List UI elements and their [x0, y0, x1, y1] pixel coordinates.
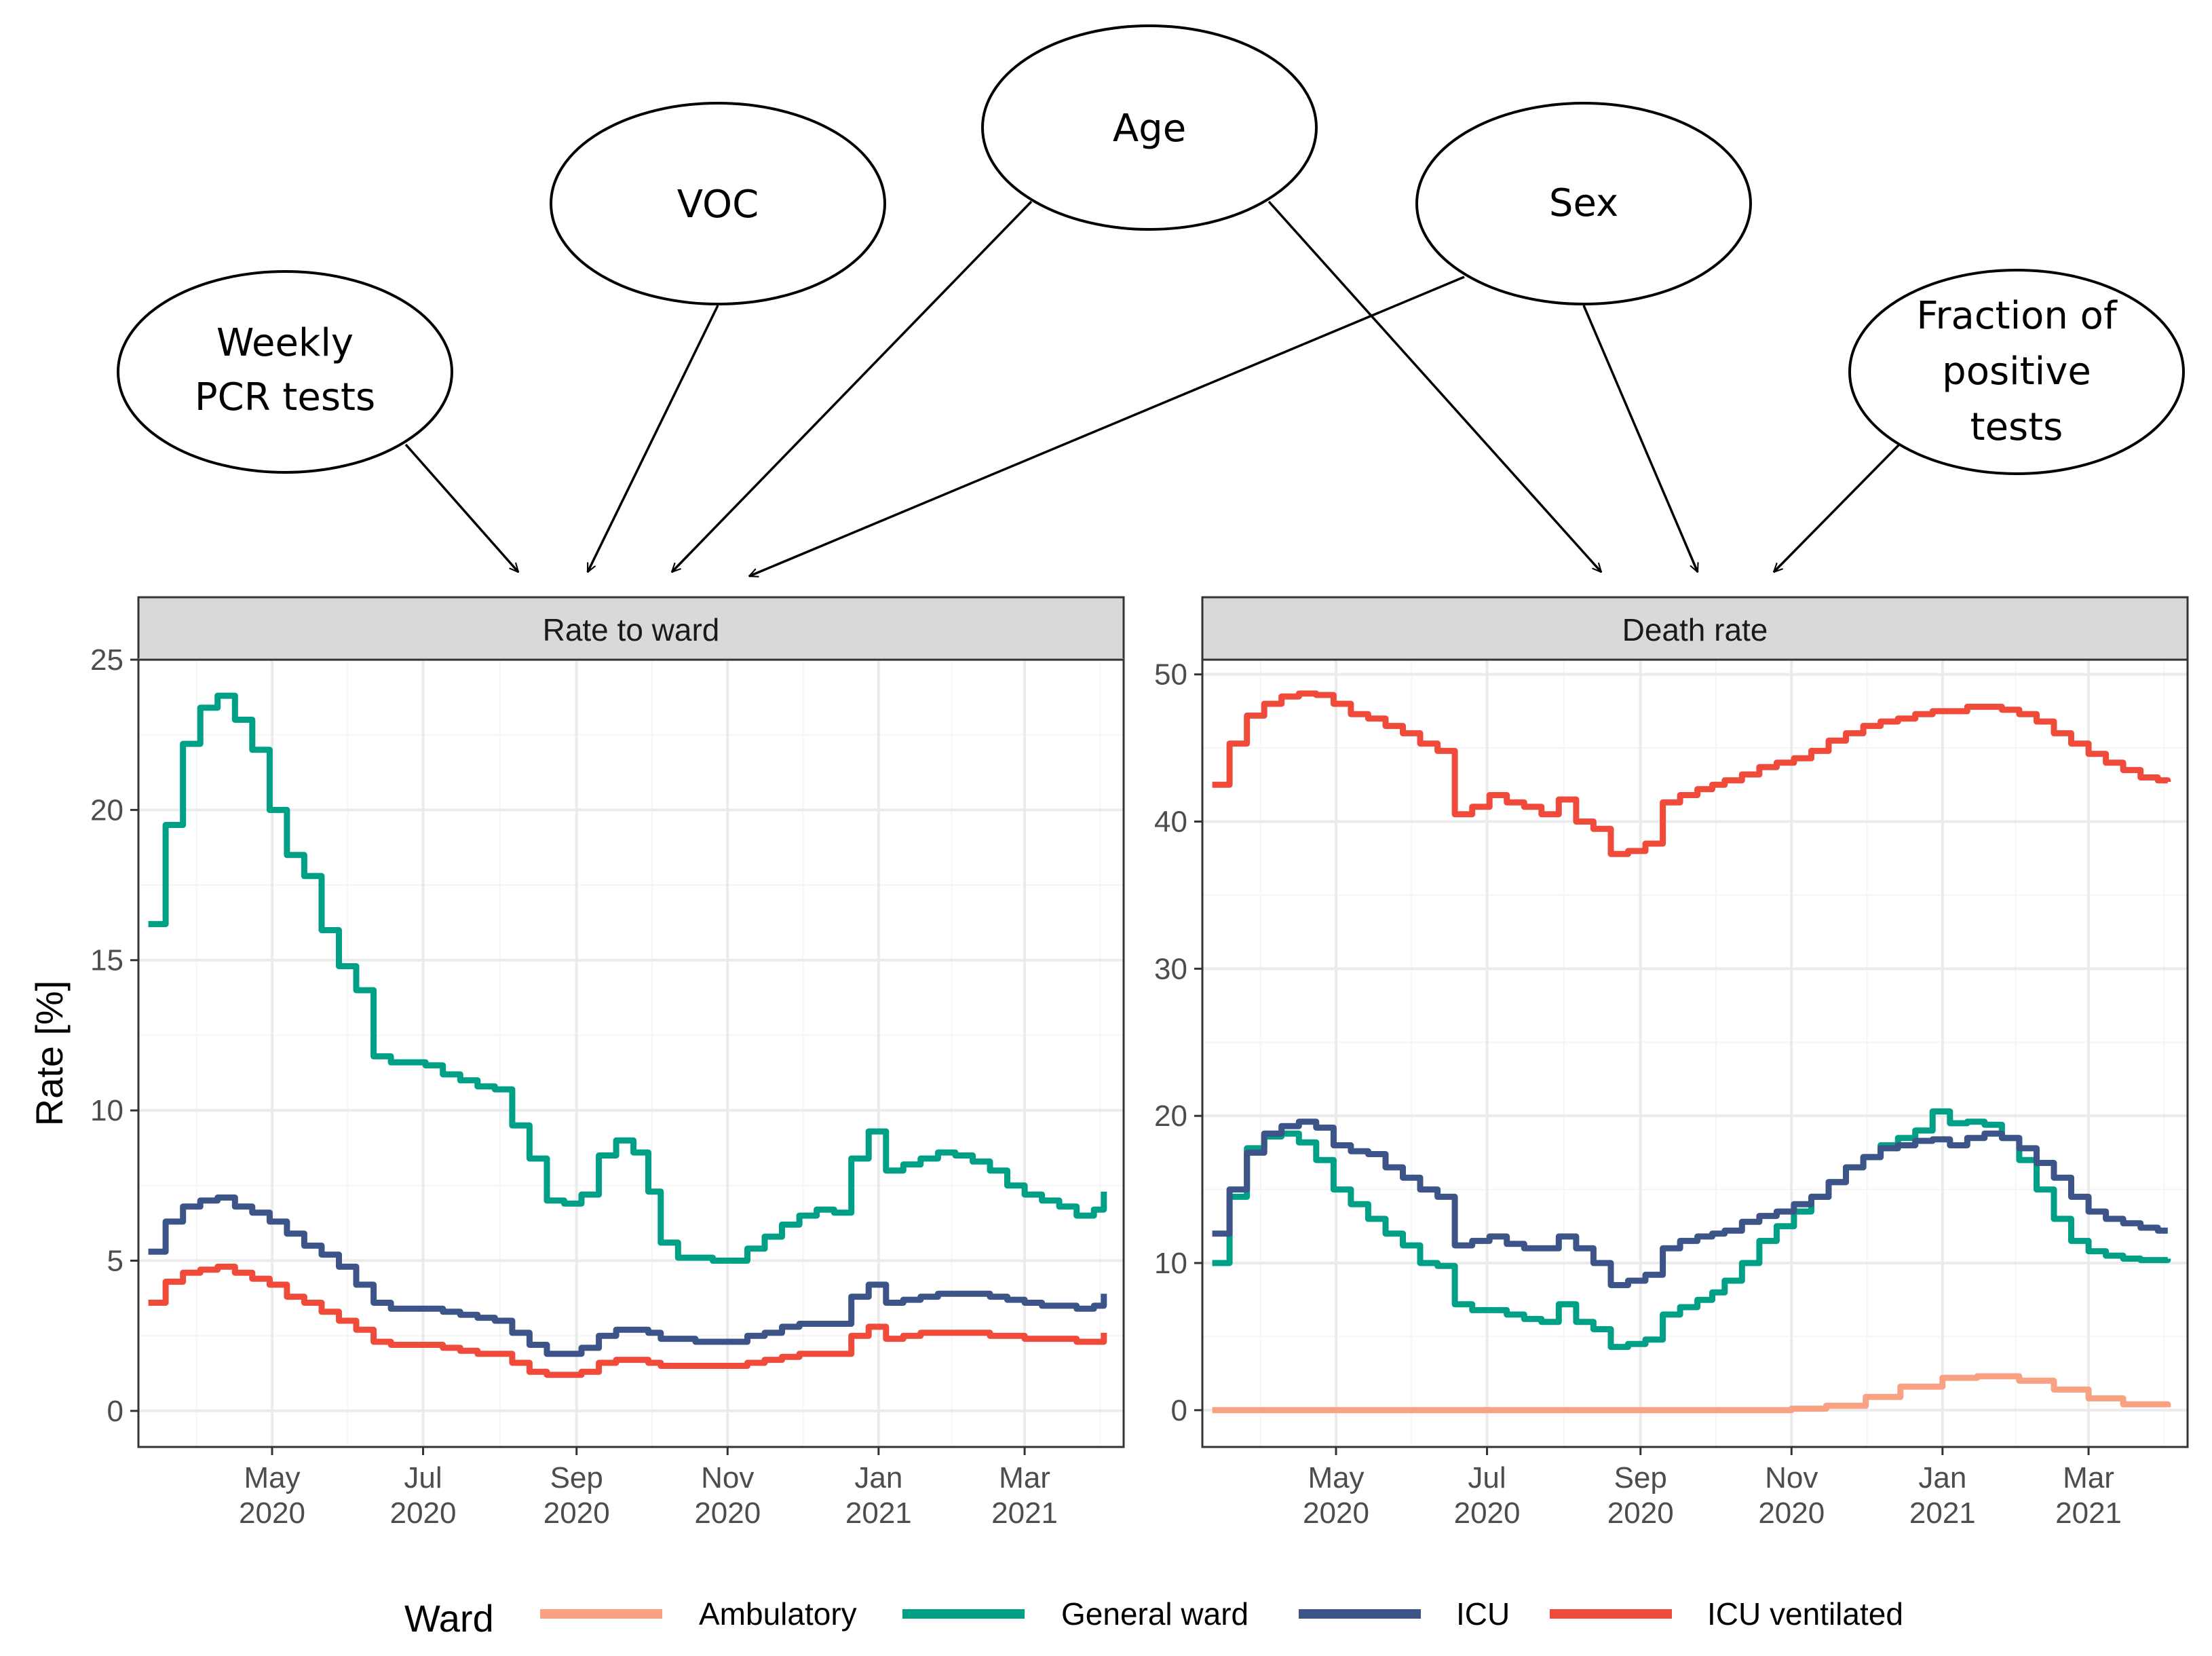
- legend-title: Ward: [404, 1597, 494, 1640]
- x-tick-label-year: 2020: [390, 1497, 457, 1530]
- bubble-voc-label: VOC: [677, 183, 759, 227]
- arrow-sex-to-rate-to-ward: [749, 276, 1465, 576]
- legend-item-ambulatory: Ambulatory: [540, 1596, 857, 1632]
- strip-rate-to-ward: [137, 596, 1125, 661]
- legend-item-icu: ICU: [1299, 1596, 1510, 1632]
- x-tick-label-month: Sep: [1614, 1461, 1667, 1494]
- bubble-voc: VOC: [550, 102, 886, 305]
- arrow-voc-to-rate-to-ward: [586, 305, 719, 572]
- arrow-age-to-death-rate: [1267, 200, 1601, 572]
- y-tick-label: 40: [1154, 806, 1187, 839]
- series-line-rate-to-ward-icu: [148, 1194, 1107, 1357]
- y-axis-rate-to-ward: 0 5 10 15 20 25: [90, 643, 138, 1428]
- x-tick-label-year: 2020: [1454, 1497, 1521, 1530]
- x-tick-label-year: 2020: [1607, 1497, 1674, 1530]
- x-tick-label-month: Sep: [550, 1461, 603, 1494]
- panel-title-rate-to-ward: Rate to ward: [543, 612, 720, 647]
- y-axis-title: Rate [%]: [28, 981, 71, 1127]
- legend-label-icu: ICU: [1456, 1596, 1510, 1632]
- series-death-rate: [1212, 690, 2171, 1414]
- plot-area-death-rate: [1201, 658, 2189, 1448]
- series-line-death-rate-icu: [1212, 1118, 2168, 1288]
- x-tick-label-month: Jan: [1918, 1461, 1966, 1494]
- bubble-fraction-line-1: Fraction of: [1916, 294, 2118, 338]
- x-tick-label-month: Mar: [999, 1461, 1050, 1494]
- y-tick-label: 30: [1154, 952, 1187, 985]
- bubble-sex-label: Sex: [1549, 181, 1618, 225]
- series-line-death-rate-ambulatory: [1212, 1373, 2171, 1414]
- bubble-fraction-line-2: positive: [1942, 350, 2091, 394]
- x-tick-label-month: Jul: [1468, 1461, 1506, 1494]
- arrow-age-to-rate-to-ward: [672, 200, 1033, 572]
- bubble-weekly-pcr-tests-line-2: PCR tests: [195, 375, 375, 419]
- x-axis-rate-to-ward: May2020Jul2020Sep2020Nov2020Jan2021Mar20…: [239, 1447, 1058, 1530]
- plot-area-rate-to-ward: [137, 658, 1125, 1448]
- bubble-age-label: Age: [1113, 107, 1186, 151]
- y-tick-label: 10: [1154, 1247, 1187, 1280]
- arrow-sex-to-death-rate: [1582, 305, 1698, 572]
- x-tick-label-year: 2021: [2055, 1497, 2122, 1530]
- y-tick-label: 25: [90, 643, 123, 677]
- legend-label-general-ward: General ward: [1061, 1596, 1248, 1632]
- bubble-fraction-line-3: tests: [1970, 405, 2063, 449]
- y-tick-label: 15: [90, 944, 123, 977]
- x-tick-label-month: Mar: [2063, 1461, 2114, 1494]
- legend-label-icu-ventilated: ICU ventilated: [1707, 1596, 1903, 1632]
- minor-gridlines-death-rate: [1202, 660, 2188, 1447]
- legend-item-general-ward: General ward: [902, 1596, 1248, 1632]
- panel-border-rate-to-ward: [137, 658, 1125, 1448]
- bubble-weekly-pcr-tests: Weekly PCR tests: [117, 270, 453, 474]
- arrow-fraction-to-death-rate: [1774, 443, 1901, 572]
- x-tick-label-month: Jan: [854, 1461, 902, 1494]
- bubble-weekly-pcr-tests-line-1: Weekly: [216, 321, 354, 365]
- x-tick-label-month: May: [1308, 1461, 1364, 1494]
- x-axis-death-rate: May2020Jul2020Sep2020Nov2020Jan2021Mar20…: [1303, 1447, 2122, 1530]
- major-gridlines-death-rate: [1202, 660, 2188, 1447]
- series-line-death-rate-icu-ventilated: [1212, 690, 2171, 857]
- y-tick-label: 50: [1154, 658, 1187, 692]
- panel-border-death-rate: [1201, 658, 2189, 1448]
- bubble-fraction-positive-tests: Fraction of positive tests: [1848, 269, 2185, 475]
- bubble-age: Age: [981, 24, 1318, 231]
- x-tick-label-year: 2021: [991, 1497, 1058, 1530]
- x-tick-label-year: 2021: [845, 1497, 912, 1530]
- bubble-sex: Sex: [1415, 102, 1752, 305]
- series-rate-to-ward: [148, 692, 1107, 1378]
- x-tick-label-month: Nov: [701, 1461, 754, 1494]
- x-tick-label-month: Nov: [1765, 1461, 1818, 1494]
- strip-death-rate: [1201, 596, 2189, 661]
- x-tick-label-month: May: [244, 1461, 300, 1494]
- y-tick-label: 0: [1171, 1394, 1187, 1427]
- x-tick-label-year: 2020: [544, 1497, 610, 1530]
- legend-item-icu-ventilated: ICU ventilated: [1550, 1596, 1903, 1632]
- y-tick-label: 20: [1154, 1099, 1187, 1133]
- y-axis-death-rate: 0 10 20 30 40 50: [1154, 658, 1202, 1427]
- series-line-rate-to-ward-icu-ventilated: [148, 1263, 1107, 1378]
- x-tick-label-year: 2020: [239, 1497, 305, 1530]
- y-tick-label: 10: [90, 1094, 123, 1127]
- x-tick-label-month: Jul: [404, 1461, 442, 1494]
- y-tick-label: 5: [107, 1244, 123, 1277]
- y-tick-label: 20: [90, 793, 123, 827]
- minor-gridlines-rate-to-ward: [138, 660, 1124, 1447]
- y-tick-label: 0: [107, 1395, 123, 1428]
- series-line-rate-to-ward-general-ward: [148, 692, 1107, 1264]
- x-tick-label-year: 2020: [1758, 1497, 1825, 1530]
- legend-label-ambulatory: Ambulatory: [699, 1596, 857, 1632]
- x-tick-label-year: 2020: [1303, 1497, 1369, 1530]
- x-tick-label-year: 2021: [1909, 1497, 1976, 1530]
- arrow-pcr-to-rate-to-ward: [404, 443, 518, 572]
- panel-title-death-rate: Death rate: [1622, 612, 1768, 647]
- legend: Ward Ambulatory General ward ICU ICU ven…: [404, 1596, 1903, 1640]
- x-tick-label-year: 2020: [694, 1497, 761, 1530]
